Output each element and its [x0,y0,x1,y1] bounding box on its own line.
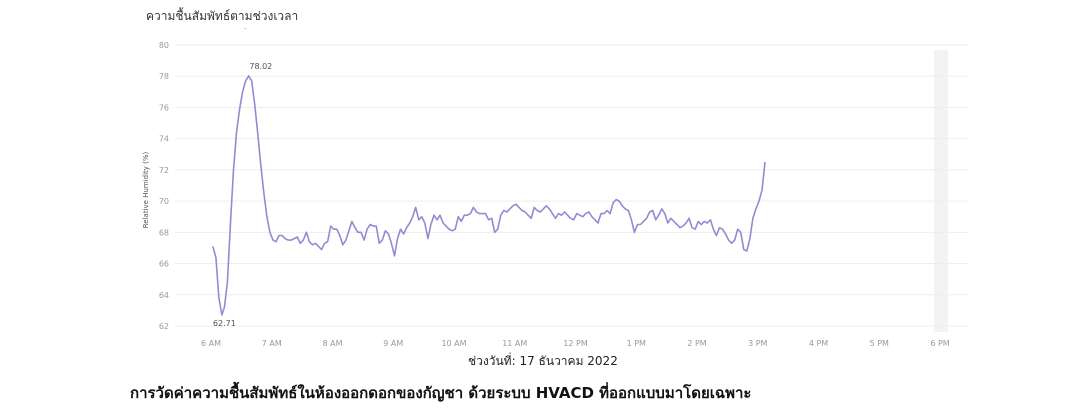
x-axis-ticks: 6 AM 7 AM 8 AM 9 AM 10 AM 11 AM 12 PM 1 PM 2 PM 3… [201,339,950,348]
y-tick-label: 76 [159,103,169,112]
figure-caption: การวัดค่าความชื้นสัมพัทธ์ในห้องออกดอกของ… [130,384,752,402]
x-tick-label: 8 AM [322,339,342,348]
subtitle-mark: - [244,24,247,33]
x-tick-label: 10 AM [441,339,466,348]
y-tick-label: 78 [159,72,169,81]
y-tick-label: 68 [159,228,169,237]
x-tick-label: 6 AM [201,339,221,348]
x-tick-label: 6 PM [930,339,949,348]
annotations: 78.02 62.71 [213,62,272,328]
min-value-label: 62.71 [213,319,236,328]
max-value-label: 78.02 [249,62,272,71]
y-axis-label: Relative Humidity (%) [142,151,150,228]
humidity-line [212,75,766,316]
y-tick-label: 62 [159,322,169,331]
x-tick-label: 5 PM [870,339,889,348]
highlight-band [934,50,948,332]
x-tick-label: 3 PM [748,339,767,348]
x-tick-label: 7 AM [262,339,282,348]
x-axis-date-label: ช่วงวันที่: 17 ธันวาคม 2022 [468,354,618,368]
y-tick-label: 74 [159,135,169,144]
y-tick-label: 80 [159,41,169,50]
x-tick-label: 1 PM [627,339,646,348]
y-tick-label: 70 [159,197,169,206]
y-tick-label: 72 [159,166,169,175]
y-tick-label: 64 [159,291,169,300]
chart-title: ความชื้นสัมพัทธ์ตามช่วงเวลา [146,9,299,23]
x-tick-label: 11 AM [502,339,527,348]
gridlines [175,44,968,327]
y-axis-ticks: 62 64 66 68 70 72 74 76 78 80 [159,41,169,331]
x-tick-label: 12 PM [563,339,588,348]
x-tick-label: 4 PM [809,339,828,348]
x-tick-label: 2 PM [687,339,706,348]
y-tick-label: 66 [159,260,169,269]
x-tick-label: 9 AM [383,339,403,348]
